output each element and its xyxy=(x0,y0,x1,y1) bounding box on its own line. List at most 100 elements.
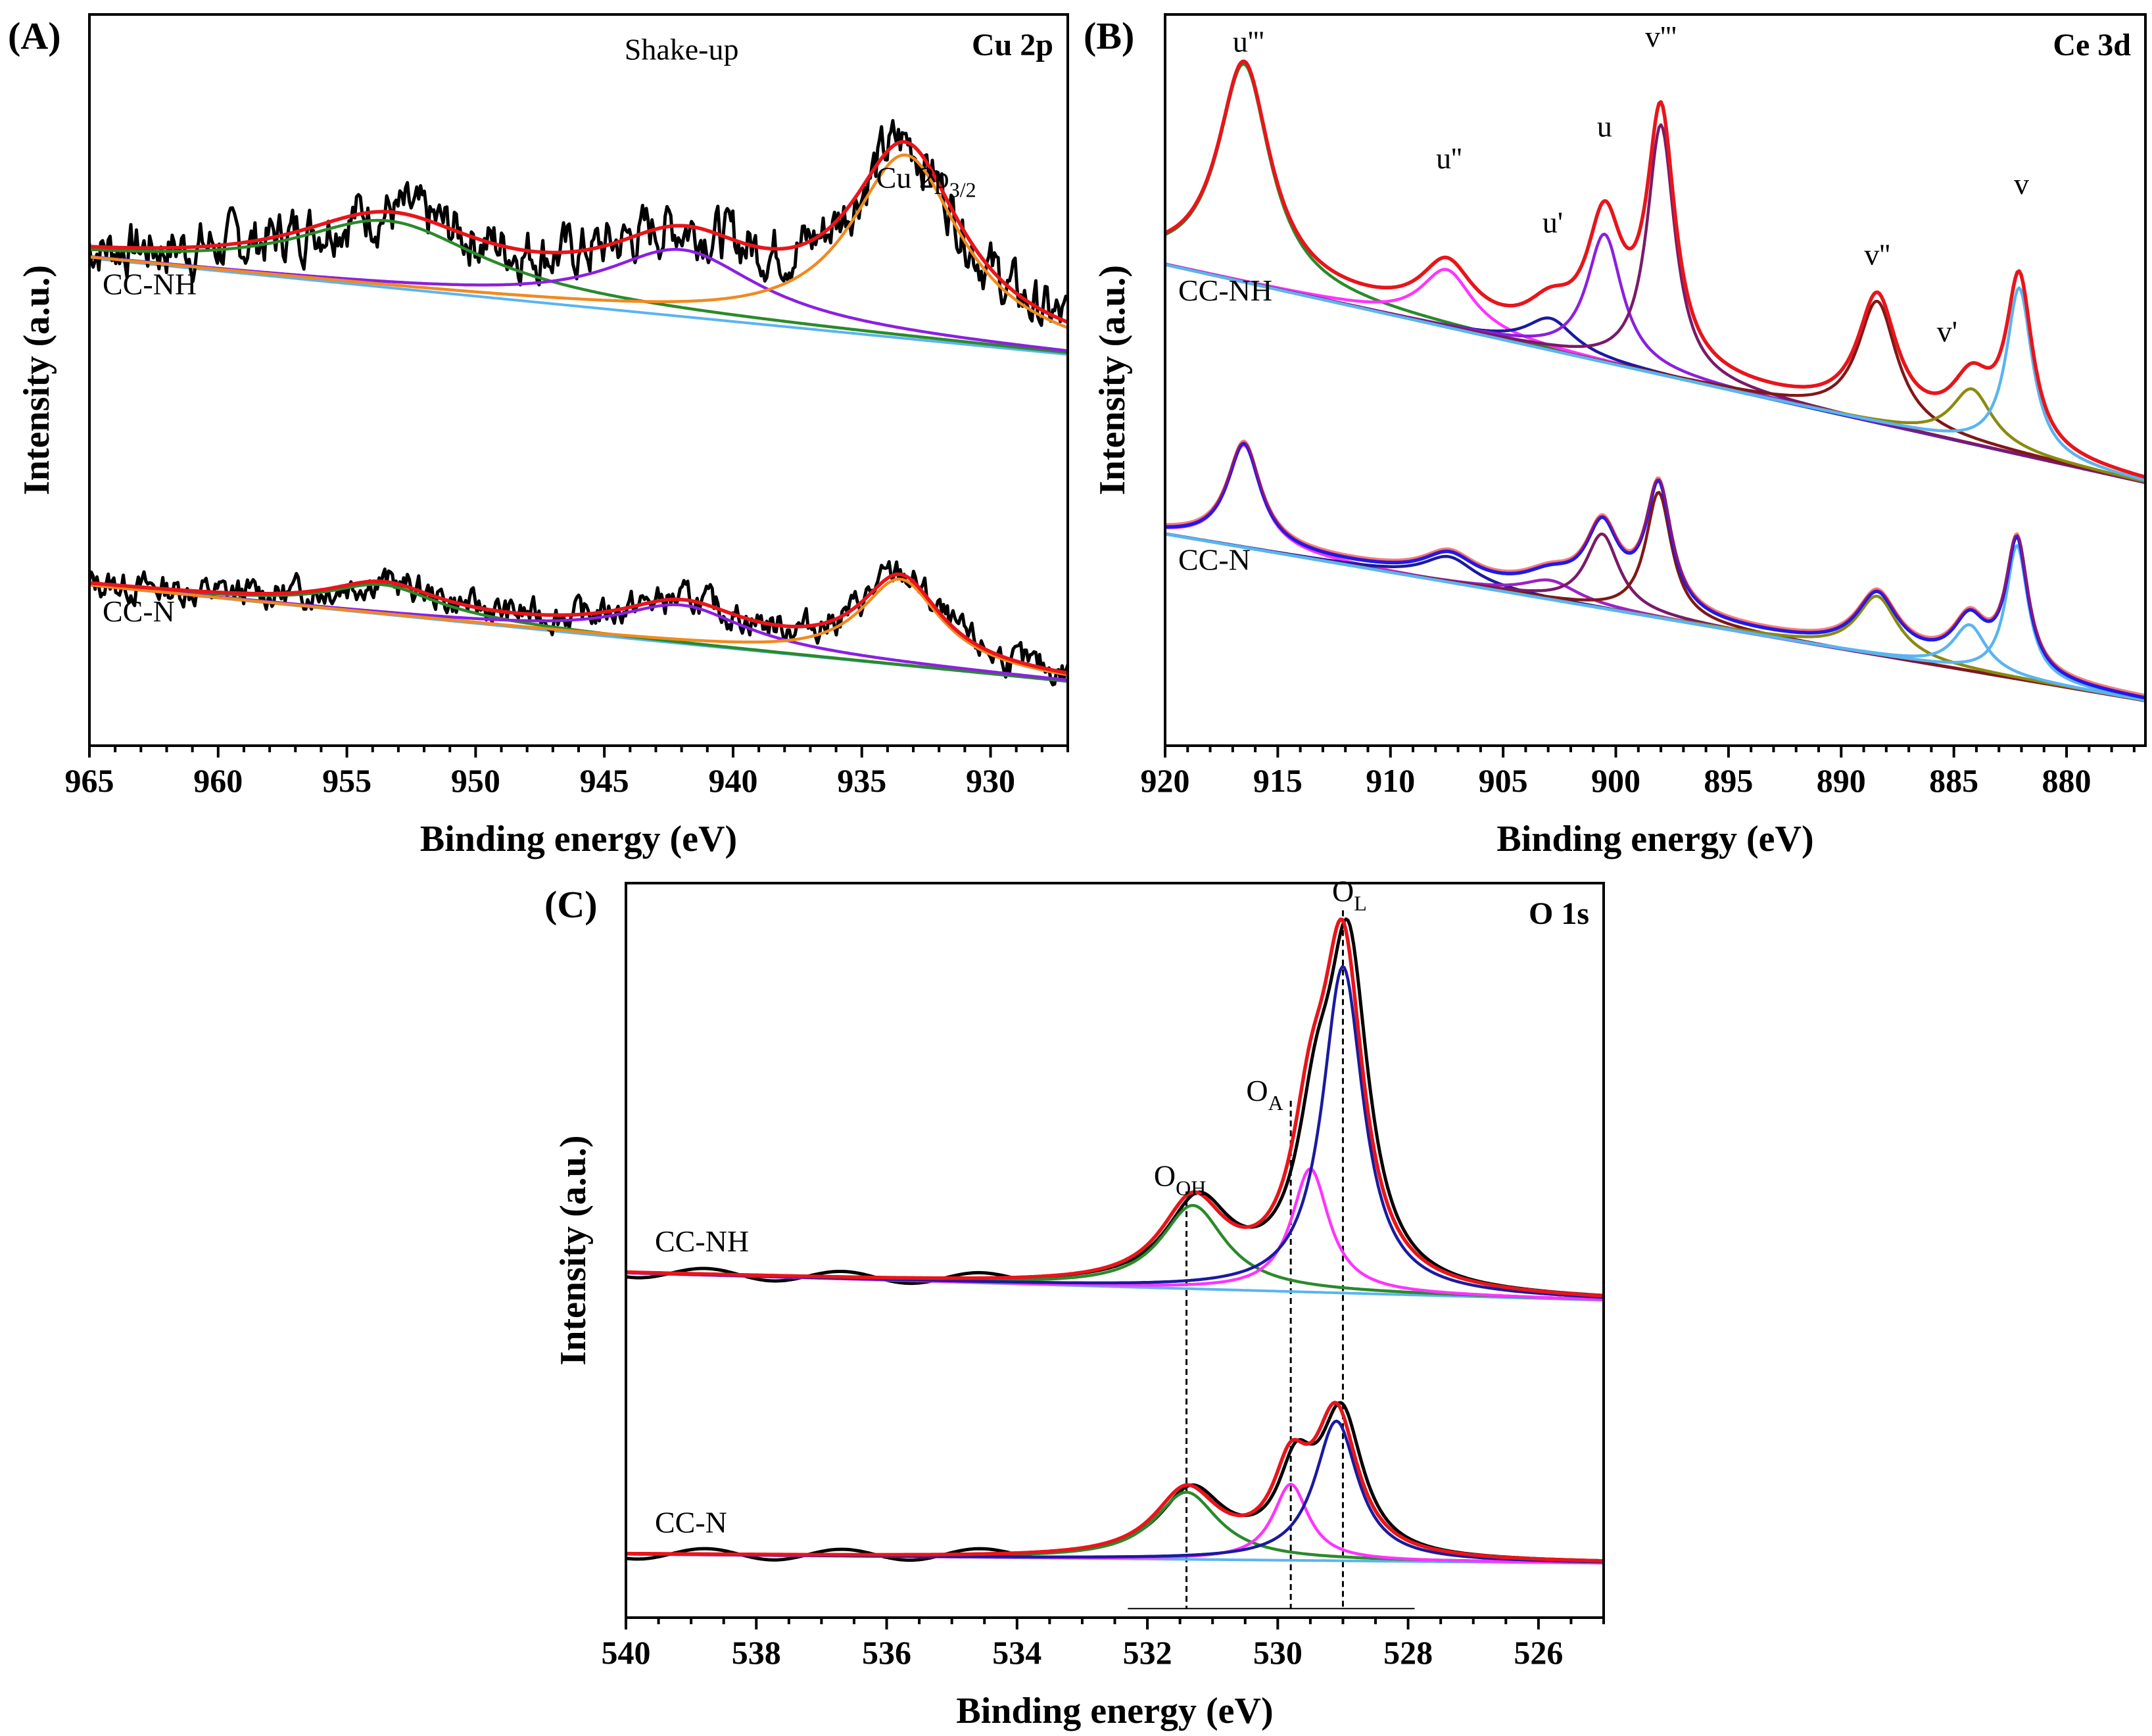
x-tick-label: 526 xyxy=(1514,1634,1563,1671)
x-tick-label: 960 xyxy=(193,762,243,799)
plot-frame xyxy=(625,882,1605,1619)
x-tick-label: 530 xyxy=(1253,1634,1303,1671)
trace-label: CC-NH xyxy=(655,1224,749,1258)
fit-component-CC-NH-2 xyxy=(89,153,1068,329)
trace-label: CC-N xyxy=(1178,543,1251,577)
fit-component-CC-NH-4 xyxy=(1165,123,2145,484)
peak-annotation: Cu 2p3/2 xyxy=(876,160,976,201)
plot-area xyxy=(626,910,1604,1610)
peak-annotation: OOH xyxy=(1154,1159,1206,1200)
background-line-CC-NH xyxy=(89,256,1068,356)
raw-spectrum-CC-N xyxy=(626,1401,1604,1563)
trace-label: CC-N xyxy=(655,1505,727,1539)
fit-component-CC-NH-0 xyxy=(89,218,1068,354)
annotation-text: v xyxy=(2014,167,2029,201)
x-tick-label: 935 xyxy=(837,762,886,799)
panel-label: (A) xyxy=(8,14,61,57)
annotation-text: v' xyxy=(1937,314,1957,348)
fit-component-CC-NH-7 xyxy=(1165,263,2145,482)
plot-frame xyxy=(88,13,1069,747)
annotation-text: O xyxy=(1154,1159,1176,1193)
peak-annotation: v' xyxy=(1937,314,1957,348)
fit-component-CC-N-2 xyxy=(89,577,1068,677)
peak-annotation: v'' xyxy=(1864,237,1890,271)
x-axis-title: Binding energy (eV) xyxy=(420,819,737,859)
x-tick-label: 890 xyxy=(1817,762,1866,799)
x-tick-label: 955 xyxy=(322,762,371,799)
annotation-text: O xyxy=(1332,875,1354,908)
x-tick-label: 538 xyxy=(732,1634,781,1671)
peak-annotation: OA xyxy=(1246,1074,1283,1115)
y-axis-title: Intensity (a.u.) xyxy=(16,265,57,495)
x-tick-label: 910 xyxy=(1366,762,1415,799)
x-tick-label: 900 xyxy=(1591,762,1640,799)
peak-annotation: OL xyxy=(1332,875,1367,915)
plot-area xyxy=(1165,59,2145,702)
x-tick-label: 532 xyxy=(1123,1634,1172,1671)
fit-envelope-alt-CC-N xyxy=(1165,439,2145,697)
x-tick-label: 945 xyxy=(580,762,629,799)
x-tick-label: 920 xyxy=(1141,762,1190,799)
x-tick-label: 536 xyxy=(862,1634,911,1671)
fit-envelope-CC-N xyxy=(626,1401,1604,1563)
fit-component-CC-N-4 xyxy=(1165,491,2145,702)
x-tick-label: 930 xyxy=(966,762,1015,799)
x-tick-label: 915 xyxy=(1253,762,1303,799)
peak-annotation: v xyxy=(2014,167,2029,201)
raw-spectrum-CC-NH xyxy=(626,917,1604,1297)
panel-label: (C) xyxy=(544,883,598,926)
x-tick-label: 965 xyxy=(65,762,114,799)
peak-annotation: v''' xyxy=(1645,20,1677,53)
trace-label: CC-NH xyxy=(1178,274,1272,307)
x-tick-label: 534 xyxy=(992,1634,1041,1671)
trace-label: CC-N xyxy=(103,594,175,628)
x-axis-title: Binding energy (eV) xyxy=(1496,819,1813,859)
panel-B: CC-NH CC-N 920 915 910 905 900 895 890 885 880 Bind… xyxy=(1084,13,2147,859)
annotation-text: Cu 2p xyxy=(876,160,949,194)
y-axis-title: Intensity (a.u.) xyxy=(553,1135,594,1365)
x-tick-label: 905 xyxy=(1479,762,1528,799)
x-tick-label: 940 xyxy=(708,762,757,799)
fit-envelope-CC-NH xyxy=(89,140,1068,324)
peak-annotation: u'' xyxy=(1436,141,1462,175)
annotation-subscript: 3/2 xyxy=(949,178,976,201)
annotation-text: u xyxy=(1597,109,1612,143)
panel-label: (B) xyxy=(1084,14,1134,57)
fit-envelope-CC-NH xyxy=(1165,59,2145,479)
annotation-subscript: A xyxy=(1268,1091,1283,1115)
x-tick-label: 885 xyxy=(1929,762,1978,799)
fit-component-CC-NH-2 xyxy=(626,965,1604,1299)
fit-envelope-CC-N xyxy=(89,572,1068,675)
x-tick-label: 895 xyxy=(1704,762,1753,799)
x-axis-title: Binding energy (eV) xyxy=(956,1691,1273,1731)
plot-area xyxy=(89,119,1068,687)
annotation-text: u'' xyxy=(1436,141,1462,175)
panel-C: CC-NH CC-N 540 538 536 534 532 530 528 526 Binding… xyxy=(544,875,1605,1731)
x-tick-label: 540 xyxy=(602,1634,651,1671)
peak-annotation: u xyxy=(1597,109,1612,143)
x-tick-label: 880 xyxy=(2042,762,2092,799)
annotation-text: v''' xyxy=(1645,20,1677,53)
plot-frame xyxy=(1164,13,2147,747)
y-axis-title: Intensity (a.u.) xyxy=(1092,265,1133,495)
annotation-text: v'' xyxy=(1864,237,1890,271)
trace-label: CC-NH xyxy=(103,267,197,301)
panel-title: O 1s xyxy=(1529,896,1589,931)
annotation-subscript: L xyxy=(1354,892,1367,915)
annotation-text: O xyxy=(1246,1074,1268,1107)
annotation-subscript: OH xyxy=(1176,1176,1206,1200)
panel-title: Cu 2p xyxy=(972,28,1053,62)
peak-annotation: Shake-up xyxy=(625,32,739,66)
fit-component-CC-N-7 xyxy=(1165,532,2145,701)
annotation-text: u''' xyxy=(1233,25,1264,59)
panel-A: CC-NH CC-N 965 960 955 950 945 940 935 930 Binding… xyxy=(8,13,1069,859)
fit-envelope-CC-NH xyxy=(626,917,1604,1298)
annotation-text: u' xyxy=(1542,206,1563,239)
x-tick-label: 950 xyxy=(451,762,500,799)
annotation-text: Shake-up xyxy=(625,32,739,66)
panel-title: Ce 3d xyxy=(2053,28,2131,62)
x-tick-label: 528 xyxy=(1383,1634,1433,1671)
peak-annotation: u' xyxy=(1542,206,1563,239)
peak-annotation: u''' xyxy=(1233,25,1264,59)
